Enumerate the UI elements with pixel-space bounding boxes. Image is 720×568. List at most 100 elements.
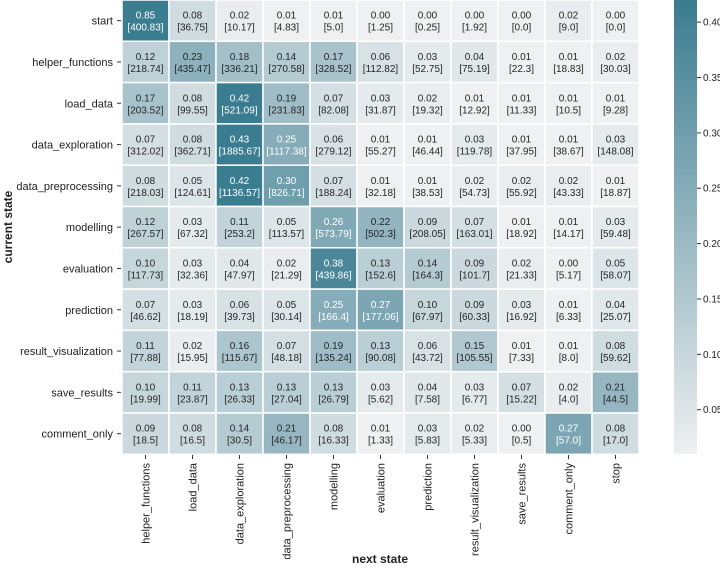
cell-count-label: [30.14] xyxy=(271,312,302,323)
cell-count-label: [124.61] xyxy=(174,188,210,199)
heatmap-cell xyxy=(262,412,311,456)
cell-value-label: 0.11 xyxy=(230,217,249,228)
cell-count-label: [0.25] xyxy=(415,23,440,34)
cell-value-label: 0.08 xyxy=(136,176,156,187)
cell-count-label: [21.29] xyxy=(271,270,302,281)
cell-value-label: 0.09 xyxy=(465,258,485,269)
cell-value-label: 0.03 xyxy=(512,300,532,311)
cell-count-label: [10.17] xyxy=(224,23,255,34)
heatmap-cell xyxy=(215,412,264,456)
cell-value-label: 0.01 xyxy=(512,217,532,228)
cell-count-label: [18.5] xyxy=(133,436,158,447)
heatmap-cell xyxy=(544,370,593,414)
heatmap-cell xyxy=(591,247,640,290)
cell-count-label: [1.33] xyxy=(368,436,393,447)
heatmap-cell xyxy=(591,123,640,166)
y-tick-label: data_preprocessing xyxy=(16,181,113,193)
cell-value-label: 0.08 xyxy=(183,11,203,22)
heatmap-cell xyxy=(356,412,405,456)
cell-count-label: [16.92] xyxy=(506,312,537,323)
heatmap-cell xyxy=(356,0,405,43)
cell-count-label: [362.71] xyxy=(174,147,210,158)
y-tick-label: save_results xyxy=(51,387,113,399)
heatmap-cell xyxy=(403,205,452,249)
heatmap-cell xyxy=(168,370,217,414)
cell-count-label: [14.17] xyxy=(553,229,584,240)
cell-value-label: 0.13 xyxy=(324,382,344,393)
cell-count-label: [99.55] xyxy=(177,105,208,116)
cell-value-label: 0.09 xyxy=(465,300,485,311)
cell-count-label: [36.75] xyxy=(177,23,208,34)
cell-value-label: 0.23 xyxy=(183,52,203,63)
cell-count-label: [18.87] xyxy=(600,188,631,199)
cell-value-label: 0.13 xyxy=(371,258,391,269)
heatmap-cell xyxy=(356,81,405,125)
cell-value-label: 0.08 xyxy=(324,424,344,435)
x-tick-label: evaluation xyxy=(376,463,388,513)
cell-value-label: 0.13 xyxy=(230,382,250,393)
y-tick-label: comment_only xyxy=(41,429,113,441)
cell-count-label: [208.05] xyxy=(409,229,445,240)
cell-value-label: 0.27 xyxy=(371,300,391,311)
cell-count-label: [253.2] xyxy=(224,229,255,240)
cell-value-label: 0.07 xyxy=(465,217,485,228)
heatmap-cell xyxy=(262,370,311,414)
heatmap-cell xyxy=(215,247,264,290)
cell-value-label: 0.05 xyxy=(277,300,297,311)
cell-value-label: 0.13 xyxy=(371,341,391,352)
heatmap-cell xyxy=(450,164,499,208)
heatmap-cell xyxy=(121,0,170,43)
cell-value-label: 0.42 xyxy=(230,93,250,104)
heatmap-cell xyxy=(544,123,593,166)
heatmap-cell xyxy=(168,40,217,84)
cell-value-label: 0.03 xyxy=(183,258,203,269)
cell-count-label: [328.52] xyxy=(315,64,351,75)
x-tick-label: modelling xyxy=(329,463,341,510)
cell-value-label: 0.08 xyxy=(183,93,203,104)
cell-value-label: 0.09 xyxy=(418,217,438,228)
heatmap-cell xyxy=(168,329,217,373)
heatmap-cell xyxy=(450,288,499,332)
y-tick-label: prediction xyxy=(65,305,113,317)
cell-value-label: 0.00 xyxy=(418,11,438,22)
cell-count-label: [112.82] xyxy=(363,64,399,75)
cell-count-label: [11.33] xyxy=(507,105,537,116)
colorbar-tick-label: 0.10 xyxy=(703,350,720,361)
cell-count-label: [270.58] xyxy=(268,64,304,75)
heatmap-cell xyxy=(215,123,264,166)
cell-value-label: 0.01 xyxy=(559,135,579,146)
heatmap-cell xyxy=(403,412,452,456)
cell-count-label: [101.7] xyxy=(459,270,490,281)
cell-count-label: [60.33] xyxy=(459,312,490,323)
cell-value-label: 0.08 xyxy=(606,341,626,352)
cell-count-label: [55.92] xyxy=(506,188,537,199)
cell-count-label: [31.87] xyxy=(365,105,396,116)
cell-count-label: [119.78] xyxy=(457,147,493,158)
cell-count-label: [521.09] xyxy=(221,105,257,116)
cell-value-label: 0.01 xyxy=(418,176,438,187)
cell-count-label: [5.83] xyxy=(415,436,440,447)
cell-value-label: 0.02 xyxy=(418,93,438,104)
cell-count-label: [26.79] xyxy=(318,394,349,405)
cell-count-label: [231.83] xyxy=(268,105,304,116)
cell-count-label: [38.53] xyxy=(412,188,443,199)
heatmap-cell xyxy=(497,329,546,373)
cell-count-label: [9.28] xyxy=(603,105,628,116)
cell-count-label: [8.0] xyxy=(559,353,579,364)
cell-value-label: 0.01 xyxy=(324,11,344,22)
cell-count-label: [30.5] xyxy=(227,436,252,447)
cell-value-label: 0.07 xyxy=(136,300,156,311)
cell-value-label: 0.02 xyxy=(559,11,579,22)
cell-value-label: 0.01 xyxy=(559,300,579,311)
heatmap-cell xyxy=(121,81,170,125)
cell-count-label: [188.24] xyxy=(315,188,351,199)
cell-count-label: [439.86] xyxy=(315,270,351,281)
cell-value-label: 0.04 xyxy=(606,300,626,311)
cell-count-label: [54.73] xyxy=(459,188,490,199)
cell-value-label: 0.00 xyxy=(371,11,391,22)
heatmap-cell xyxy=(215,329,264,373)
heatmap-cell xyxy=(403,164,452,208)
heatmap-cell xyxy=(544,205,593,249)
cell-value-label: 0.42 xyxy=(230,176,250,187)
cell-value-label: 0.04 xyxy=(230,258,250,269)
